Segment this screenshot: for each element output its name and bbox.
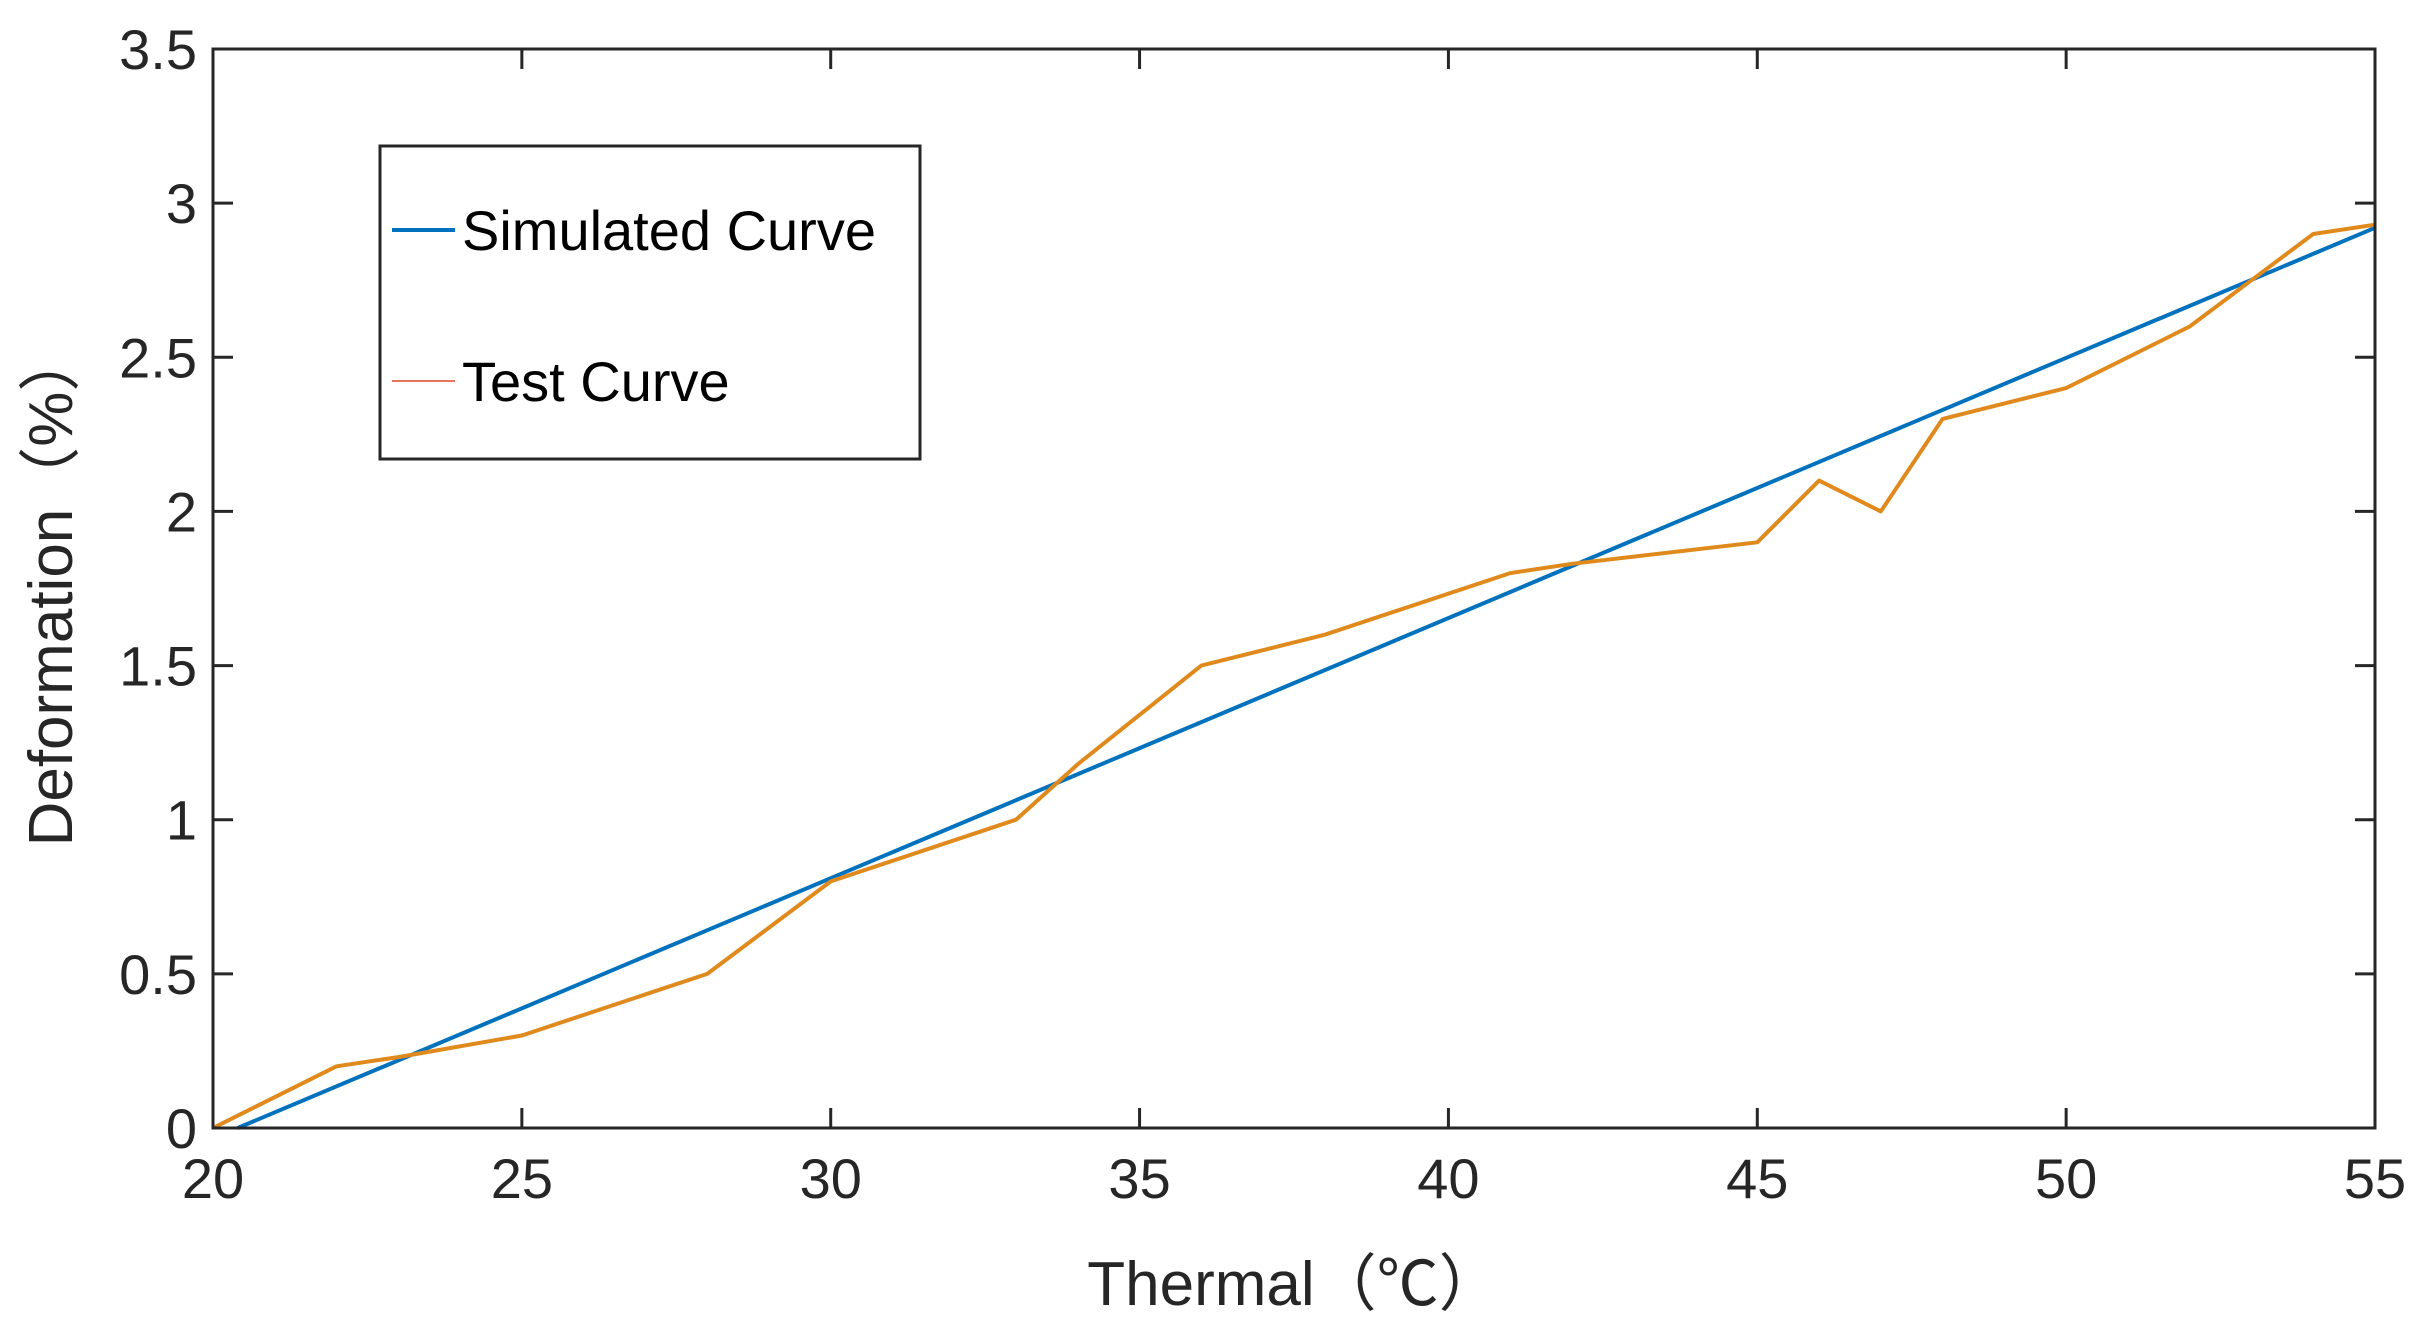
x-tick-label: 35 <box>1108 1147 1170 1210</box>
x-tick-label: 45 <box>1726 1147 1788 1210</box>
y-tick-label: 3 <box>166 172 197 235</box>
series-line-simulated-curve <box>236 225 2376 1130</box>
series-line-test-curve <box>212 222 2376 1130</box>
y-tick-label: 0.5 <box>119 943 197 1006</box>
x-tick-label: 50 <box>2035 1147 2097 1210</box>
y-tick-label: 1.5 <box>119 635 197 698</box>
x-tick-label: 30 <box>800 1147 862 1210</box>
x-tick-label: 40 <box>1417 1147 1479 1210</box>
y-tick-labels: 0 0.5 1 1.5 2 2.5 3 3.5 <box>119 18 197 1160</box>
x-tick-label: 20 <box>182 1147 244 1210</box>
y-tick-label: 3.5 <box>119 18 197 81</box>
y-axis-label: Deformation（%） <box>17 330 86 847</box>
legend-label-test-curve: Test Curve <box>462 350 730 413</box>
y-tick-label: 1 <box>166 789 197 852</box>
y-tick-label: 0 <box>166 1097 197 1160</box>
y-tick-label: 2 <box>166 480 197 543</box>
plot-area-border <box>211 47 2377 1130</box>
series-lines <box>212 222 2376 1130</box>
legend-box <box>378 144 922 461</box>
y-tick-label: 2.5 <box>119 326 197 389</box>
x-tick-labels: 20 25 30 35 40 45 50 55 <box>182 1147 2406 1210</box>
x-tick-label: 55 <box>2344 1147 2406 1210</box>
x-axis-label: Thermal（℃） <box>1087 1250 1500 1319</box>
x-tick-label: 25 <box>491 1147 553 1210</box>
legend-label-simulated-curve: Simulated Curve <box>462 199 876 262</box>
legend: Simulated Curve Test Curve <box>378 144 922 461</box>
